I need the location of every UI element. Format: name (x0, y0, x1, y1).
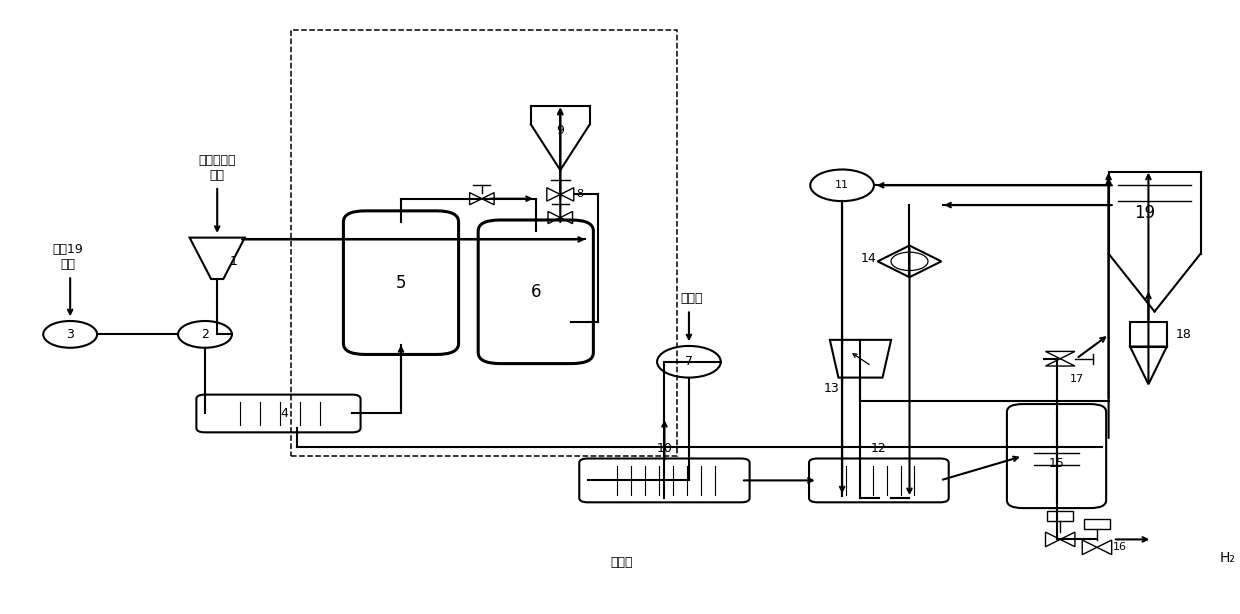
Bar (1047, 511, 1074, 521)
Text: 19: 19 (1135, 204, 1156, 222)
Text: 10: 10 (656, 443, 672, 456)
Text: 17: 17 (1070, 374, 1084, 384)
Text: 15: 15 (1049, 457, 1064, 470)
Text: 3: 3 (66, 328, 74, 341)
Bar (290, 30, 677, 456)
Text: 7: 7 (684, 356, 693, 368)
Text: 5: 5 (396, 274, 407, 292)
Text: 13: 13 (823, 382, 839, 395)
Text: 12: 12 (870, 443, 887, 456)
Text: 6: 6 (531, 283, 541, 301)
Text: 4: 4 (280, 407, 289, 420)
Text: 氧化剂: 氧化剂 (681, 292, 703, 305)
Bar (1084, 519, 1110, 529)
Text: 9: 9 (557, 124, 564, 137)
Text: 11: 11 (835, 181, 849, 190)
Text: 来自19
的水: 来自19 的水 (52, 243, 83, 271)
Text: 有机废弃物
浆料: 有机废弃物 浆料 (198, 154, 236, 182)
Bar (1130, 322, 1167, 346)
Text: 8: 8 (577, 190, 583, 200)
Text: 14: 14 (861, 252, 877, 265)
Text: 2: 2 (201, 328, 208, 341)
Text: 16: 16 (1112, 542, 1127, 553)
Text: 18: 18 (1176, 328, 1192, 341)
Text: 热用户: 热用户 (610, 556, 632, 569)
Text: 1: 1 (229, 255, 237, 268)
Text: H₂: H₂ (1219, 551, 1235, 565)
